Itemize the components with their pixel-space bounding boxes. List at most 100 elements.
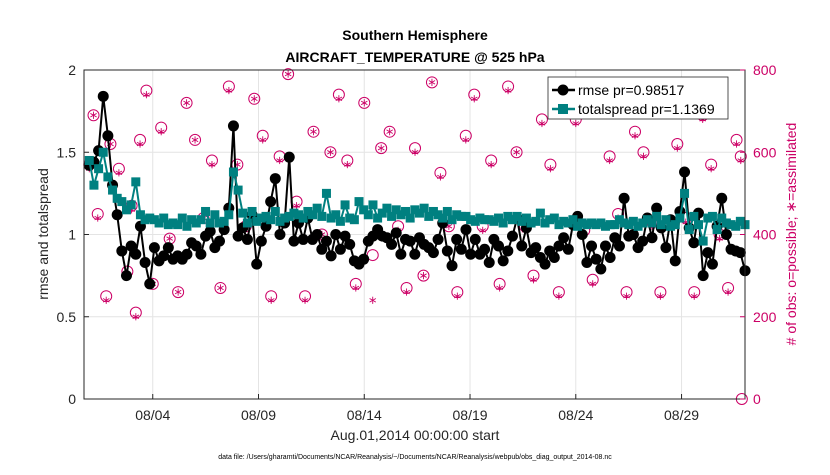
spread-point xyxy=(475,213,485,223)
rmse-point xyxy=(320,235,332,247)
spread-point xyxy=(456,211,466,221)
spread-point xyxy=(354,197,364,207)
rmse-point xyxy=(316,243,328,255)
spread-point xyxy=(503,211,513,221)
spread-point xyxy=(703,213,713,223)
spread-point xyxy=(228,167,238,177)
rmse-point xyxy=(446,260,458,272)
spread-point xyxy=(619,218,629,228)
rmse-point xyxy=(204,225,216,237)
spread-point xyxy=(363,210,373,220)
rmse-point xyxy=(451,233,463,245)
obs-assimilated-point xyxy=(102,296,110,304)
obs-assimilated-point xyxy=(94,214,102,222)
obs-assimilated-point xyxy=(631,132,639,140)
spread-point xyxy=(308,210,318,220)
rmse-point xyxy=(274,229,286,240)
rmse-point xyxy=(297,233,309,245)
spread-point xyxy=(126,200,136,210)
rmse-point xyxy=(97,90,109,102)
left-tick-label: 1 xyxy=(68,227,76,243)
rmse-point xyxy=(548,252,560,264)
rmse-point xyxy=(195,248,207,260)
rmse-point xyxy=(479,243,491,255)
left-axis-label: rmse and totalspread xyxy=(35,168,51,300)
rmse-point xyxy=(688,237,700,249)
right-tick-label: 600 xyxy=(753,144,777,160)
rmse-point xyxy=(530,242,542,254)
spread-point xyxy=(517,216,527,226)
obs-possible-point xyxy=(307,125,320,138)
obs-assimilated-point xyxy=(716,235,723,243)
spread-point xyxy=(289,208,299,218)
spread-point xyxy=(131,177,141,187)
spread-point xyxy=(312,203,322,213)
spread-point xyxy=(466,215,476,225)
spread-point xyxy=(680,188,690,198)
right-tick-label: 800 xyxy=(753,62,777,78)
spread-point xyxy=(159,213,169,223)
obs-assimilated-point xyxy=(267,296,275,304)
rmse-point xyxy=(669,255,681,267)
spread-point xyxy=(349,215,359,225)
left-tick-label: 0.5 xyxy=(57,309,77,325)
obs-assimilated-point xyxy=(420,272,427,280)
spread-point xyxy=(624,220,634,230)
spread-point xyxy=(247,206,257,216)
rmse-point xyxy=(102,130,114,142)
spread-point xyxy=(294,210,304,220)
rmse-point xyxy=(227,120,239,132)
rmse-point xyxy=(539,258,551,270)
obs-assimilated-point xyxy=(174,288,182,296)
rmse-point xyxy=(506,230,518,242)
rmse-point xyxy=(581,256,593,268)
spread-point xyxy=(280,213,290,223)
spread-point xyxy=(242,218,252,228)
obs-assimilated-point xyxy=(470,95,478,103)
obs-assimilated-point xyxy=(411,148,419,156)
spread-point xyxy=(712,225,722,235)
obs-assimilated-point xyxy=(606,156,613,165)
spread-point xyxy=(726,220,736,230)
spread-point xyxy=(549,213,559,223)
spread-point xyxy=(666,221,676,231)
spread-point xyxy=(610,220,620,230)
obs-assimilated-point xyxy=(453,292,461,300)
rmse-point xyxy=(251,258,263,270)
obs-assimilated-point xyxy=(487,160,495,169)
spread-point xyxy=(414,208,424,218)
spread-point xyxy=(112,193,122,203)
obs-assimilated-point xyxy=(640,152,647,160)
spread-point xyxy=(638,218,648,228)
rmse-point xyxy=(586,240,598,252)
spread-point xyxy=(373,213,383,223)
legend-label-spread: totalspread pr=1.1369 xyxy=(578,101,715,117)
spread-point xyxy=(368,200,378,210)
spread-point xyxy=(405,213,415,223)
rmse-point xyxy=(265,196,277,208)
rmse-point xyxy=(702,247,714,259)
obs-assimilated-point xyxy=(136,140,144,148)
obs-assimilated-point xyxy=(479,226,487,234)
spread-point xyxy=(256,213,266,223)
obs-assimilated-point xyxy=(217,284,224,292)
rmse-point xyxy=(558,232,570,244)
spread-point xyxy=(582,220,592,230)
rmse-point xyxy=(120,270,132,282)
spread-point xyxy=(210,210,220,220)
obs-possible-point xyxy=(324,146,337,159)
rmse-point xyxy=(613,240,625,252)
spread-point xyxy=(233,185,243,195)
obs-assimilated-point xyxy=(530,276,537,284)
spread-point xyxy=(600,221,610,231)
footer-data-file: data file: /Users/gharamti/Documents/NCA… xyxy=(218,454,612,461)
x-tick-label: 08/09 xyxy=(241,407,276,423)
spread-point xyxy=(275,216,285,226)
rmse-point xyxy=(460,224,472,236)
obs-assimilated-point xyxy=(707,165,715,173)
rmse-point xyxy=(339,230,351,242)
spread-point xyxy=(470,216,480,226)
spread-point xyxy=(317,211,327,221)
rmse-point xyxy=(130,248,142,260)
